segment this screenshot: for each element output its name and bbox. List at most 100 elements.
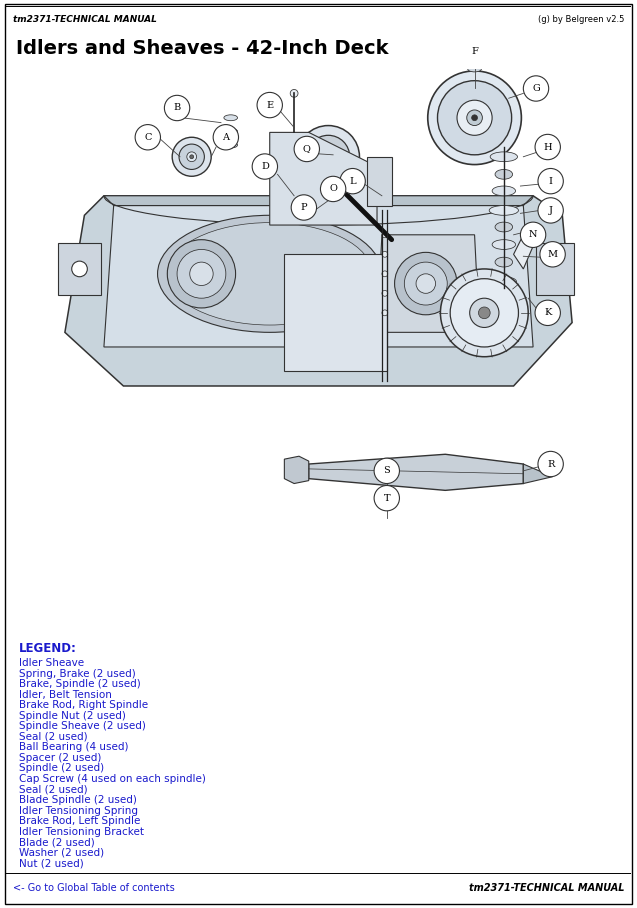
Circle shape — [294, 136, 320, 162]
Circle shape — [462, 39, 487, 64]
Text: C: C — [144, 133, 152, 142]
Circle shape — [290, 90, 298, 97]
Circle shape — [438, 81, 512, 155]
Text: Idler, Belt Tension: Idler, Belt Tension — [19, 689, 111, 699]
Text: Spring, Brake (2 used): Spring, Brake (2 used) — [19, 668, 136, 678]
Ellipse shape — [468, 56, 482, 62]
Text: Q: Q — [303, 144, 311, 153]
Circle shape — [382, 252, 388, 257]
Circle shape — [457, 100, 492, 135]
Polygon shape — [513, 225, 538, 269]
Text: Seal (2 used): Seal (2 used) — [19, 785, 87, 794]
Text: <- Go to Global Table of contents: <- Go to Global Table of contents — [13, 883, 175, 893]
Circle shape — [416, 274, 436, 293]
Circle shape — [440, 269, 528, 357]
Circle shape — [374, 486, 399, 511]
Ellipse shape — [468, 66, 482, 72]
Text: D: D — [261, 162, 269, 171]
Text: R: R — [547, 459, 554, 469]
Text: T: T — [383, 494, 390, 503]
Circle shape — [469, 298, 499, 328]
Text: Spindle Nut (2 used): Spindle Nut (2 used) — [19, 711, 125, 721]
Circle shape — [172, 137, 211, 176]
Circle shape — [291, 195, 317, 220]
Circle shape — [428, 71, 521, 164]
Circle shape — [478, 307, 490, 319]
Ellipse shape — [492, 240, 515, 250]
Circle shape — [190, 262, 213, 285]
Circle shape — [179, 144, 204, 170]
Circle shape — [72, 262, 87, 277]
Circle shape — [540, 242, 565, 267]
Ellipse shape — [492, 186, 515, 196]
Polygon shape — [284, 456, 309, 484]
Text: Idler Sheave: Idler Sheave — [19, 658, 84, 668]
Text: L: L — [349, 177, 356, 185]
Text: Idler Tensioning Spring: Idler Tensioning Spring — [19, 805, 138, 815]
Circle shape — [177, 250, 226, 298]
Text: H: H — [543, 143, 552, 152]
Text: Cap Screw (4 used on each spindle): Cap Screw (4 used on each spindle) — [19, 774, 206, 784]
Text: E: E — [266, 101, 273, 110]
Circle shape — [382, 310, 388, 316]
Circle shape — [468, 54, 482, 68]
Ellipse shape — [168, 222, 372, 325]
Text: Spindle Sheave (2 used): Spindle Sheave (2 used) — [19, 721, 146, 731]
Circle shape — [213, 124, 238, 150]
Text: tm2371-TECHNICAL MANUAL: tm2371-TECHNICAL MANUAL — [13, 15, 157, 25]
Polygon shape — [284, 254, 387, 371]
Circle shape — [467, 110, 482, 125]
Text: Brake, Spindle (2 used): Brake, Spindle (2 used) — [19, 679, 141, 689]
Text: O: O — [329, 184, 337, 193]
Text: LEGEND:: LEGEND: — [19, 642, 76, 655]
Polygon shape — [104, 205, 533, 347]
Ellipse shape — [224, 143, 238, 148]
Circle shape — [297, 125, 359, 188]
Circle shape — [257, 93, 282, 118]
Circle shape — [307, 135, 350, 178]
Text: Blade Spindle (2 used): Blade Spindle (2 used) — [19, 795, 137, 805]
Text: tm2371-TECHNICAL MANUAL: tm2371-TECHNICAL MANUAL — [469, 883, 624, 893]
Text: J: J — [548, 206, 553, 215]
Circle shape — [524, 75, 548, 101]
Text: (g) by Belgreen v2.5: (g) by Belgreen v2.5 — [538, 15, 624, 25]
Ellipse shape — [491, 277, 517, 287]
FancyBboxPatch shape — [536, 242, 574, 295]
Circle shape — [538, 198, 563, 223]
Text: N: N — [529, 231, 538, 240]
Circle shape — [404, 262, 447, 305]
Text: K: K — [544, 309, 552, 317]
Text: Nut (2 used): Nut (2 used) — [19, 858, 83, 868]
Polygon shape — [104, 196, 533, 205]
Circle shape — [535, 301, 561, 325]
Circle shape — [471, 114, 478, 121]
Text: Idlers and Sheaves - 42-Inch Deck: Idlers and Sheaves - 42-Inch Deck — [16, 39, 388, 58]
Text: I: I — [548, 177, 553, 185]
Ellipse shape — [224, 128, 238, 134]
Ellipse shape — [495, 170, 513, 179]
Text: M: M — [548, 250, 557, 259]
Circle shape — [374, 459, 399, 484]
Ellipse shape — [489, 205, 519, 215]
Circle shape — [187, 152, 197, 162]
Text: A: A — [222, 133, 229, 142]
Polygon shape — [368, 157, 392, 205]
Circle shape — [471, 58, 478, 64]
Circle shape — [168, 240, 236, 308]
Circle shape — [252, 153, 278, 179]
Text: Blade (2 used): Blade (2 used) — [19, 837, 95, 847]
Text: Spindle (2 used): Spindle (2 used) — [19, 764, 104, 774]
Text: Spacer (2 used): Spacer (2 used) — [19, 753, 101, 763]
Circle shape — [382, 291, 388, 296]
Circle shape — [382, 232, 388, 238]
Circle shape — [538, 451, 563, 477]
Text: Brake Rod, Left Spindle: Brake Rod, Left Spindle — [19, 816, 140, 826]
Circle shape — [190, 155, 194, 159]
Polygon shape — [65, 196, 572, 386]
Circle shape — [450, 279, 519, 347]
Text: B: B — [173, 104, 181, 113]
Text: Seal (2 used): Seal (2 used) — [19, 732, 87, 742]
Circle shape — [164, 95, 190, 121]
Text: F: F — [471, 47, 478, 56]
Circle shape — [340, 169, 366, 193]
